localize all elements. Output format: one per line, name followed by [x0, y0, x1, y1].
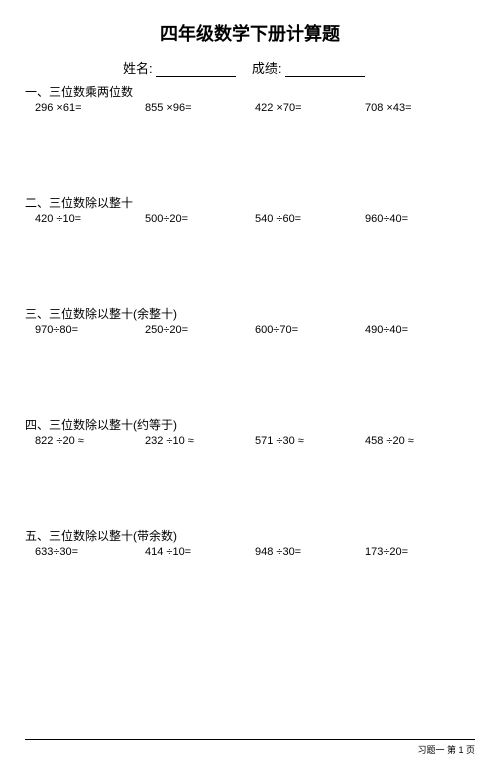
score-blank: [285, 63, 365, 77]
problem-item: 633÷30=: [35, 546, 145, 558]
problem-item: 500÷20=: [145, 213, 255, 225]
problem-item: 232 ÷10 ≈: [145, 435, 255, 447]
name-label: 姓名:: [123, 61, 153, 76]
problems-row: 420 ÷10=500÷20=540 ÷60=960÷40=: [25, 213, 475, 225]
problem-item: 855 ×96=: [145, 102, 255, 114]
section: 一、三位数乘两位数 296 ×61=855 ×96=422 ×70=708 ×43…: [25, 83, 475, 114]
section-heading: 三、三位数除以整十(余整十): [25, 305, 475, 322]
section-heading: 四、三位数除以整十(约等于): [25, 416, 475, 433]
worksheet-title: 四年级数学下册计算题: [25, 20, 475, 46]
problem-item: 458 ÷20 ≈: [365, 435, 475, 447]
section: 四、三位数除以整十(约等于) 822 ÷20 ≈232 ÷10 ≈571 ÷30 …: [25, 416, 475, 447]
score-label: 成绩:: [252, 61, 282, 76]
section: 五、三位数除以整十(带余数) 633÷30=414 ÷10=948 ÷30=173…: [25, 527, 475, 558]
section: 三、三位数除以整十(余整十) 970÷80=250÷20=600÷70=490÷4…: [25, 305, 475, 336]
problem-item: 420 ÷10=: [35, 213, 145, 225]
problem-item: 490÷40=: [365, 324, 475, 336]
info-line: 姓名: 成绩:: [25, 58, 475, 77]
problem-item: 948 ÷30=: [255, 546, 365, 558]
problem-item: 600÷70=: [255, 324, 365, 336]
problem-item: 822 ÷20 ≈: [35, 435, 145, 447]
problem-item: 414 ÷10=: [145, 546, 255, 558]
problem-item: 970÷80=: [35, 324, 145, 336]
problem-item: 708 ×43=: [365, 102, 475, 114]
name-blank: [156, 63, 236, 77]
section-heading: 二、三位数除以整十: [25, 194, 475, 211]
section-heading: 一、三位数乘两位数: [25, 83, 475, 100]
problems-row: 633÷30=414 ÷10=948 ÷30=173÷20=: [25, 546, 475, 558]
problem-item: 173÷20=: [365, 546, 475, 558]
footer-page-number: 习题一 第 1 页: [417, 743, 475, 756]
problem-item: 571 ÷30 ≈: [255, 435, 365, 447]
footer-divider: [25, 739, 475, 740]
problem-item: 540 ÷60=: [255, 213, 365, 225]
section-heading: 五、三位数除以整十(带余数): [25, 527, 475, 544]
problems-row: 822 ÷20 ≈232 ÷10 ≈571 ÷30 ≈458 ÷20 ≈: [25, 435, 475, 447]
section: 二、三位数除以整十 420 ÷10=500÷20=540 ÷60=960÷40=: [25, 194, 475, 225]
problem-item: 960÷40=: [365, 213, 475, 225]
problem-item: 250÷20=: [145, 324, 255, 336]
problem-item: 422 ×70=: [255, 102, 365, 114]
problems-row: 970÷80=250÷20=600÷70=490÷40=: [25, 324, 475, 336]
problem-item: 296 ×61=: [35, 102, 145, 114]
problems-row: 296 ×61=855 ×96=422 ×70=708 ×43=: [25, 102, 475, 114]
